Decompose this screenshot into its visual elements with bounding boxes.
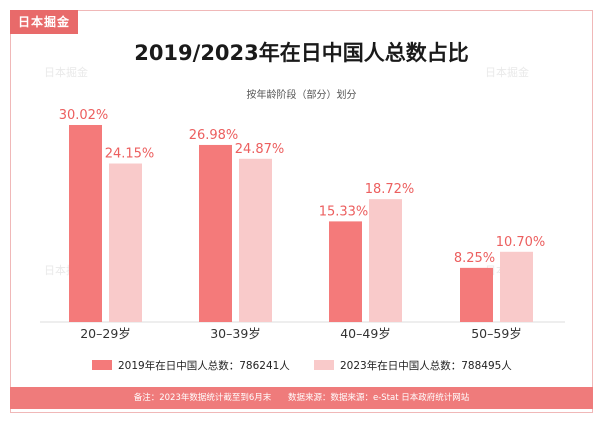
data-label: 10.70%	[496, 235, 546, 250]
legend-label-2019: 2019年在日中国人总数：786241人	[118, 359, 290, 372]
x-tick-label: 20–29岁	[80, 326, 131, 341]
legend-label-2023: 2023年在日中国人总数：788495人	[340, 359, 512, 372]
data-label: 15.33%	[319, 204, 369, 219]
bar-2019	[199, 144, 232, 322]
watermark-text: 日本掘金	[44, 66, 88, 79]
chart-subtitle: 按年龄阶段（部分）划分	[246, 90, 357, 101]
bar-2019	[69, 124, 102, 323]
bar-2019	[460, 267, 493, 322]
legend-item-2019: 2019年在日中国人总数：786241人	[92, 357, 290, 373]
data-label: 26.98%	[189, 128, 239, 143]
x-tick-label: 40–49岁	[340, 326, 391, 341]
data-label: 18.72%	[365, 182, 415, 197]
bar-2023	[500, 251, 533, 322]
data-label: 24.87%	[235, 142, 285, 157]
chart-title: 2019/2023年在日中国人总数占比	[134, 41, 469, 65]
x-tick-label: 50–59岁	[471, 326, 522, 341]
x-tick-label: 30–39岁	[210, 326, 261, 341]
data-label: 8.25%	[454, 251, 495, 266]
brand-tag: 日本掘金	[10, 10, 79, 34]
legend-swatch-2019	[92, 360, 112, 370]
bar-2019	[329, 221, 362, 322]
bar-2023	[109, 163, 142, 322]
bar-2023	[369, 199, 402, 322]
data-label: 30.02%	[59, 108, 109, 123]
data-label: 24.15%	[105, 147, 155, 162]
chart-frame	[10, 10, 593, 413]
legend-swatch-2023	[314, 360, 334, 370]
bar-2023	[239, 158, 272, 322]
watermark-text: 日本掘金	[485, 66, 529, 79]
footer-source: 数据来源：数据来源：e-Stat 日本政府统计网站	[287, 393, 470, 403]
footer-note: 备注：2023年数据统计截至到6月末	[133, 393, 272, 403]
legend-item-2023: 2023年在日中国人总数：788495人	[314, 357, 512, 373]
footer-bar: 备注：2023年数据统计截至到6月末 数据来源：数据来源：e-Stat 日本政府…	[10, 387, 593, 409]
